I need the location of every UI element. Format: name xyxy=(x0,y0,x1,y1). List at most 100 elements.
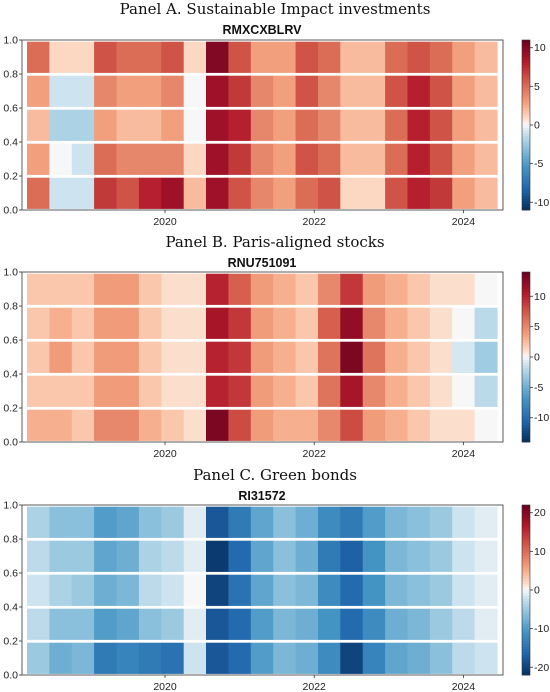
chart-title: RMXCXBLRV xyxy=(223,23,303,37)
colorbar-tick-label: 0 xyxy=(534,120,540,132)
heatmap-cell xyxy=(27,307,50,339)
heatmap-cell xyxy=(295,41,319,73)
heatmap-cell xyxy=(385,177,409,209)
heatmap-cell xyxy=(206,608,229,640)
colorbar-segment xyxy=(522,638,530,642)
heatmap-cell xyxy=(138,506,162,538)
colorbar-segment xyxy=(522,595,530,599)
heatmap-cell xyxy=(273,642,297,674)
heatmap-cell xyxy=(206,273,229,305)
heatmap-cell xyxy=(183,409,207,441)
colorbar-segment xyxy=(522,294,530,298)
colorbar-segment xyxy=(522,652,530,656)
heatmap-cell xyxy=(206,540,229,572)
y-tick-label: 0.8 xyxy=(3,69,18,81)
heatmap-cell xyxy=(429,41,453,73)
heatmap-cell xyxy=(318,307,341,339)
heatmap-cell xyxy=(318,642,341,674)
heatmap-cell xyxy=(250,273,274,305)
heatmap-cell xyxy=(116,307,140,339)
colorbar-segment xyxy=(522,519,530,523)
heatmap-cell xyxy=(116,177,140,209)
heatmap-cell xyxy=(206,307,229,339)
colorbar-segment xyxy=(522,119,530,123)
colorbar-segment xyxy=(522,323,530,327)
heatmap-cell xyxy=(71,540,95,572)
heatmap-cell xyxy=(138,608,162,640)
heatmap-cell xyxy=(161,143,185,175)
colorbar-segment xyxy=(522,167,530,171)
colorbar-segment xyxy=(522,439,530,443)
heatmap-cell xyxy=(474,506,498,538)
colorbar-segment xyxy=(522,382,530,386)
heatmap-cell xyxy=(206,642,229,674)
panel-title: Panel B. Paris-aligned stocks xyxy=(165,233,384,251)
heatmap-cell xyxy=(183,375,207,407)
colorbar-segment xyxy=(522,88,530,92)
colorbar-segment xyxy=(522,536,530,540)
heatmap xyxy=(27,41,498,209)
colorbar-tick-label: 5 xyxy=(534,321,540,333)
heatmap-cell xyxy=(340,608,364,640)
heatmap-cell xyxy=(340,41,364,73)
heatmap-cell xyxy=(49,75,73,107)
heatmap-cell xyxy=(161,409,185,441)
colorbar-segment xyxy=(522,612,530,616)
heatmap-cell xyxy=(362,341,386,373)
heatmap-cell xyxy=(385,608,409,640)
x-tick-label: 2020 xyxy=(153,681,177,692)
heatmap-cell xyxy=(385,307,409,339)
colorbar: 10 5 0 -5 -10 xyxy=(521,39,549,211)
colorbar-segment xyxy=(522,371,530,375)
colorbar-segment xyxy=(522,541,530,546)
colorbar-segment xyxy=(522,621,530,625)
heatmap-cell xyxy=(362,273,386,305)
colorbar-segment xyxy=(522,425,530,429)
heatmap-cell xyxy=(385,506,409,538)
colorbar-segment xyxy=(522,533,530,537)
heatmap-cell xyxy=(228,273,252,305)
heatmap-cell xyxy=(94,540,118,572)
heatmap-cell xyxy=(407,41,431,73)
heatmap-cell xyxy=(429,540,453,572)
heatmap-cell xyxy=(318,273,341,305)
heatmap-cell xyxy=(340,574,364,606)
heatmap-cell xyxy=(295,375,319,407)
heatmap-cell xyxy=(94,642,118,674)
heatmap-cell xyxy=(474,143,498,175)
colorbar-segment xyxy=(522,342,530,347)
heatmap-cell xyxy=(94,109,118,141)
heatmap-cell xyxy=(452,608,476,640)
heatmap-cell xyxy=(318,41,341,73)
colorbar-segment xyxy=(522,303,530,307)
y-tick-label: 0.6 xyxy=(3,335,18,347)
colorbar-segment xyxy=(522,629,530,633)
heatmap-cell xyxy=(250,177,274,209)
colorbar-segment xyxy=(522,632,530,636)
colorbar-segment xyxy=(522,399,530,403)
y-tick-label: 1.0 xyxy=(3,35,18,47)
colorbar-segment xyxy=(522,527,530,531)
heatmap-cell xyxy=(340,273,364,305)
colorbar-segment xyxy=(522,609,530,614)
heatmap-cell xyxy=(161,540,185,572)
panel-a: Panel A. Sustainable Impact investments R… xyxy=(3,0,549,228)
heatmap-cell xyxy=(340,375,364,407)
colorbar-segment xyxy=(522,74,530,78)
heatmap-cell xyxy=(116,341,140,373)
heatmap-cell xyxy=(385,540,409,572)
heatmap-cell xyxy=(340,540,364,572)
heatmap-cell xyxy=(27,273,50,305)
colorbar-segment xyxy=(522,561,530,565)
colorbar-segment xyxy=(522,71,530,75)
heatmap-cell xyxy=(161,273,185,305)
heatmap-cell xyxy=(474,41,498,73)
heatmap-cell xyxy=(183,540,207,572)
heatmap-cell xyxy=(429,341,453,373)
heatmap-cell xyxy=(362,307,386,339)
heatmap-cell xyxy=(362,109,386,141)
heatmap-cell xyxy=(228,41,252,73)
colorbar-segment xyxy=(522,325,530,330)
colorbar-segment xyxy=(522,544,530,548)
